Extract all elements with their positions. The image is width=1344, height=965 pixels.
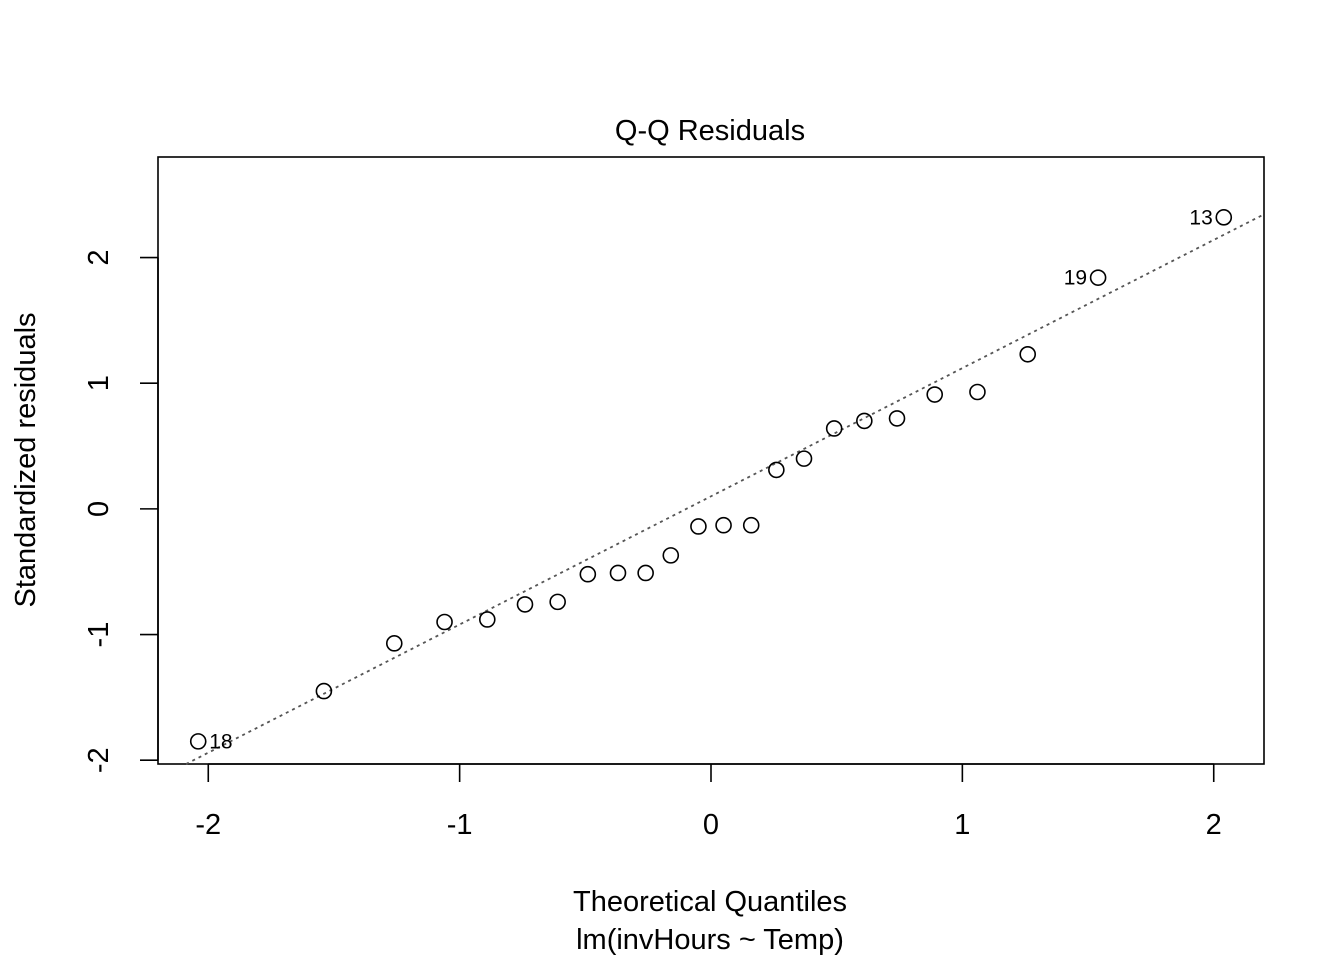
data-point (825, 420, 843, 437)
data-point (609, 564, 627, 582)
x-axis-sublabel: lm(invHours ~ Temp) (576, 924, 844, 956)
data-point (969, 383, 986, 401)
data-point (690, 518, 707, 535)
y-tick-label: 0 (83, 501, 115, 517)
data-point (888, 410, 906, 427)
data-point (768, 461, 785, 479)
y-tick-label: -1 (83, 622, 115, 648)
data-point (742, 516, 760, 534)
data-point (715, 516, 732, 534)
x-axis: -2 -1 0 1 2 (195, 763, 1222, 841)
x-axis-label: Theoretical Quantiles (573, 886, 847, 918)
chart-title: Q-Q Residuals (615, 115, 805, 147)
point-label: 19 (1064, 267, 1087, 290)
x-tick-label: 0 (703, 809, 719, 841)
data-point (926, 386, 944, 403)
data-point (1215, 209, 1233, 226)
y-axis: -2 -1 0 1 2 (83, 249, 159, 773)
data-point (385, 635, 403, 652)
data-point (795, 450, 813, 467)
data-point (637, 564, 654, 582)
data-point (856, 412, 873, 430)
x-tick-label: -2 (195, 809, 221, 841)
data-point (315, 682, 333, 700)
x-tick-label: 1 (954, 809, 970, 841)
points-layer: 18 19 13 (189, 206, 1233, 753)
data-point (478, 611, 496, 628)
data-point (549, 593, 566, 611)
point-label: 13 (1189, 206, 1212, 229)
reference-line-layer (185, 213, 1265, 765)
x-tick-label: -1 (447, 809, 473, 841)
y-axis-label: Standardized residuals (10, 312, 42, 607)
plot-frame (157, 156, 1265, 765)
y-tick-label: -2 (83, 747, 115, 773)
data-point (436, 613, 453, 631)
x-tick-label: 2 (1206, 809, 1222, 841)
y-tick-label: 1 (83, 375, 115, 391)
data-point (1019, 346, 1037, 363)
y-tick-label: 2 (83, 249, 115, 265)
point-label: 18 (209, 730, 232, 753)
data-point (662, 547, 680, 564)
reference-line (185, 213, 1265, 765)
data-point (189, 733, 207, 750)
data-point (516, 596, 534, 613)
data-point (579, 565, 597, 583)
data-point (1089, 269, 1107, 286)
